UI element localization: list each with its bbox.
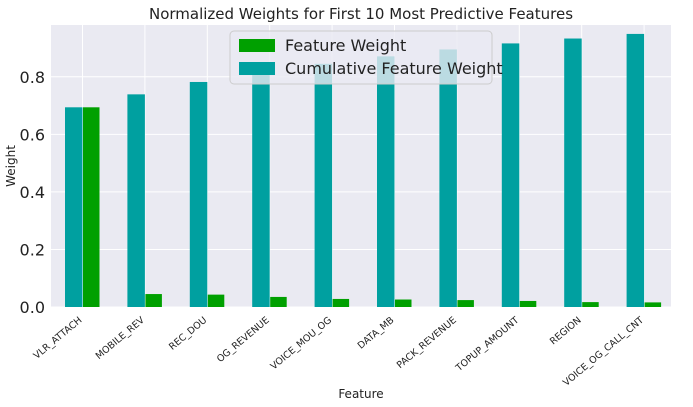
bar-cumulative-feature-weight xyxy=(127,94,145,308)
bar-feature-weight xyxy=(83,107,100,307)
y-tick-label: 0.8 xyxy=(20,68,45,87)
bar-cumulative-feature-weight xyxy=(564,38,582,308)
bars xyxy=(65,33,662,308)
legend-label-cumulative-feature-weight: Cumulative Feature Weight xyxy=(285,59,503,78)
x-tick-label: PACK_REVENUE xyxy=(395,315,459,371)
y-axis-label: Weight xyxy=(4,145,18,187)
bar-feature-weight xyxy=(332,298,350,307)
bar-cumulative-feature-weight xyxy=(314,63,333,307)
legend-box xyxy=(229,30,493,85)
bar-cumulative-feature-weight xyxy=(377,56,395,307)
y-tick-labels: 0.0 0.2 0.4 0.6 0.8 xyxy=(20,68,45,317)
x-tick-label: DATA_MB xyxy=(356,315,397,352)
bar-feature-weight xyxy=(644,302,662,307)
bar-cumulative-feature-weight xyxy=(252,71,270,307)
x-axis-label: Feature xyxy=(338,387,383,401)
x-tick-label: TOPUP_AMOUNT xyxy=(453,315,521,375)
x-tick-label: VLR_ATTACH xyxy=(32,315,85,362)
bar-feature-weight xyxy=(457,300,474,307)
bar-cumulative-feature-weight xyxy=(65,107,83,307)
bar-cumulative-feature-weight xyxy=(189,81,208,307)
y-tick-label: 0.4 xyxy=(20,183,45,202)
y-tick-label: 0.0 xyxy=(20,298,45,317)
bar-cumulative-feature-weight xyxy=(501,43,520,308)
chart-title: Normalized Weights for First 10 Most Pre… xyxy=(149,5,573,23)
bar-feature-weight xyxy=(270,296,287,307)
bar-cumulative-feature-weight xyxy=(626,33,645,307)
bar-feature-weight xyxy=(582,302,599,307)
legend: Feature Weight Cumulative Feature Weight xyxy=(229,30,503,85)
legend-label-feature-weight: Feature Weight xyxy=(285,36,406,55)
x-tick-label: VOICE_MOU_OG xyxy=(269,315,334,372)
bar-feature-weight xyxy=(145,294,162,307)
x-tick-labels: VLR_ATTACH MOBILE_REV REC_DOU OG_REVENUEVOI… xyxy=(32,315,647,389)
bar-feature-weight xyxy=(207,294,225,307)
bar-cumulative-feature-weight xyxy=(439,49,457,308)
legend-swatch-cumulative-feature-weight xyxy=(239,62,275,75)
x-tick-label: REGION xyxy=(548,315,584,347)
bar-feature-weight xyxy=(519,300,537,307)
legend-swatch-feature-weight xyxy=(239,39,275,52)
x-tick-label: REC_DOU xyxy=(167,315,209,353)
y-tick-label: 0.6 xyxy=(20,125,45,144)
x-tick-label: OG_REVENUE xyxy=(215,315,272,365)
x-tick-label: MOBILE_REV xyxy=(94,315,148,362)
bar-feature-weight xyxy=(395,299,412,307)
y-tick-label: 0.2 xyxy=(20,240,45,259)
